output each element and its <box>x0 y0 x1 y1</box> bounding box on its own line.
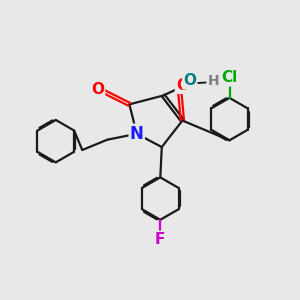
Text: Cl: Cl <box>221 70 238 86</box>
Text: O: O <box>176 78 189 93</box>
Text: O: O <box>91 82 104 97</box>
Text: H: H <box>208 74 219 88</box>
Text: O: O <box>183 73 196 88</box>
Text: N: N <box>130 125 144 143</box>
Text: F: F <box>155 232 166 247</box>
